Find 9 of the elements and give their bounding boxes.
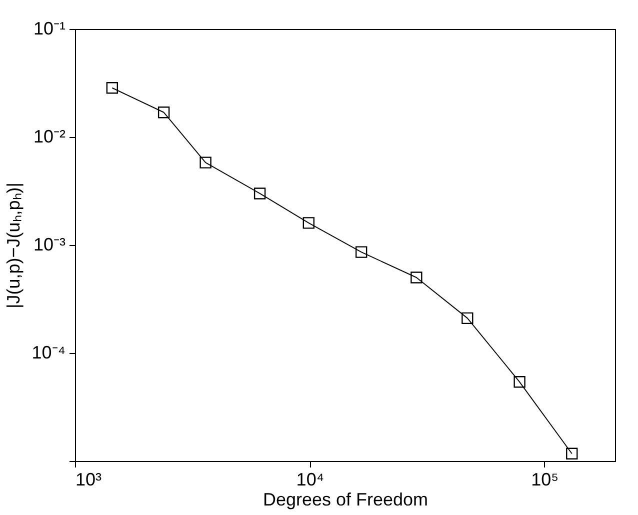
y-axis-title: |J(u,p)−J(uₕ,pₕ)|	[4, 182, 24, 308]
x-tick-label: 10⁴	[296, 470, 324, 490]
y-tick-label: 10⁻¹	[33, 18, 66, 38]
x-tick-label: 10⁵	[531, 470, 559, 490]
x-axis-title: Degrees of Freedom	[262, 490, 428, 510]
y-tick-label: 10⁻²	[33, 126, 66, 146]
y-tick-label: 10⁻⁴	[32, 342, 66, 362]
x-tick-label: 10³	[76, 470, 102, 490]
y-tick-label: 10⁻³	[33, 234, 66, 254]
